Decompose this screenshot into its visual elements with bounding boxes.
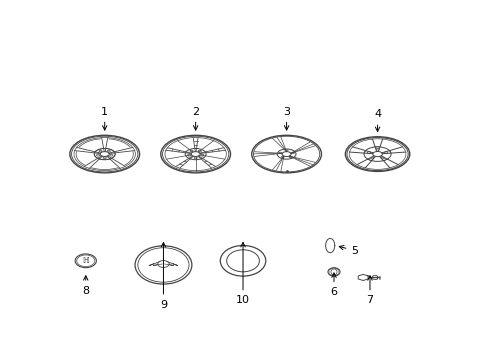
Text: 4: 4: [373, 109, 380, 131]
Text: 7: 7: [366, 276, 373, 305]
Text: 2: 2: [192, 107, 199, 130]
Text: 9: 9: [160, 243, 167, 310]
Text: 5: 5: [339, 246, 358, 256]
Text: ℍ: ℍ: [82, 256, 89, 265]
Text: 3: 3: [283, 107, 289, 130]
Text: 8: 8: [82, 276, 89, 296]
Text: 10: 10: [236, 243, 249, 305]
Text: 6: 6: [330, 273, 337, 297]
Text: 1: 1: [101, 107, 108, 130]
